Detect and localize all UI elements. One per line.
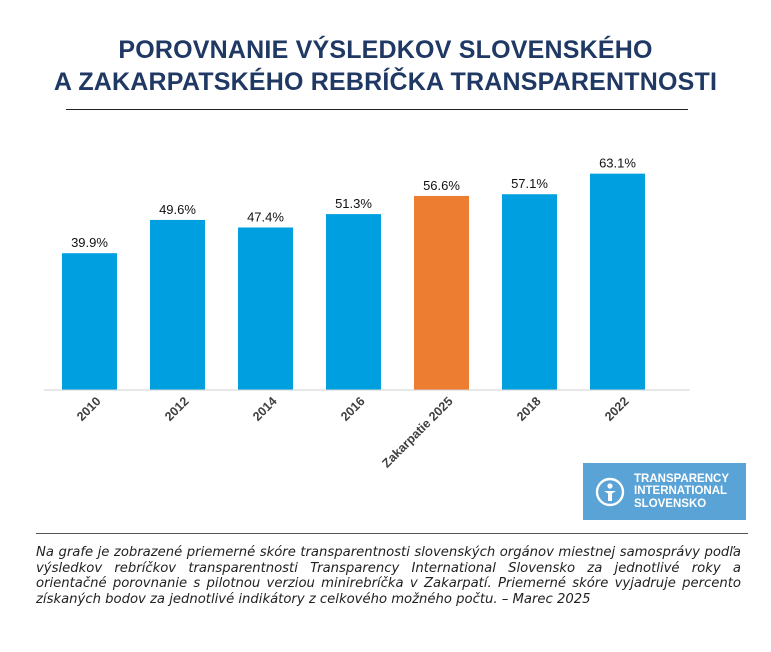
data-label-4: 51.3% (335, 196, 372, 211)
x-tick-label-4: 2016 (338, 394, 368, 424)
logo-text-line-3: SLOVENSKO (634, 497, 707, 510)
bar-6 (502, 194, 557, 390)
title-divider (66, 109, 688, 110)
x-tick-label-3: 2014 (250, 394, 280, 424)
page-title-line-2: A ZAKARPATSKÉHO REBRÍČKA TRANSPARENTNOST… (53, 68, 718, 96)
x-tick-label-7: 2022 (602, 394, 632, 424)
value-labels-group: 39.9% 49.6% 47.4% 51.3% 56.6% 57.1% 63.1% (71, 156, 636, 251)
transparency-international-logo: TRANSPARENCY INTERNATIONAL SLOVENSKO (583, 463, 746, 520)
data-label-6: 57.1% (511, 176, 548, 191)
data-label-7: 63.1% (599, 156, 636, 171)
bar-3 (238, 227, 293, 390)
data-label-1: 39.9% (71, 235, 108, 250)
bar-2 (150, 219, 205, 390)
x-tick-label-2: 2012 (162, 394, 192, 424)
data-label-3: 47.4% (247, 209, 284, 224)
footnote: Na grafe je zobrazené priemerné skóre tr… (36, 545, 741, 607)
logo-text-line-1: TRANSPARENCY (634, 472, 729, 485)
x-tick-label-1: 2010 (74, 394, 104, 424)
data-label-2: 49.6% (159, 202, 196, 217)
transparency-international-logo-icon (595, 477, 625, 506)
x-tick-label-6: 2018 (514, 394, 544, 424)
bar-chart: 39.9% 49.6% 47.4% 51.3% 56.6% 57.1% 63.1% 2010… (44, 156, 690, 470)
x-tick-labels-group: 2010 2012 2014 2016 Zakarpatie 2025 2018 2022 (74, 394, 632, 470)
bar-7 (590, 173, 645, 390)
bar-1 (62, 253, 117, 390)
logo-text-line-2: INTERNATIONAL (634, 485, 728, 498)
footnote-divider (36, 533, 748, 534)
bars-group (62, 173, 645, 390)
bar-5 (414, 195, 469, 390)
page-title-line-1: POROVNANIE VÝSLEDKOV SLOVENSKÉHO (118, 36, 653, 64)
data-label-5: 56.6% (423, 178, 460, 193)
bar-4 (326, 214, 381, 390)
x-tick-label-5: Zakarpatie 2025 (379, 394, 455, 470)
